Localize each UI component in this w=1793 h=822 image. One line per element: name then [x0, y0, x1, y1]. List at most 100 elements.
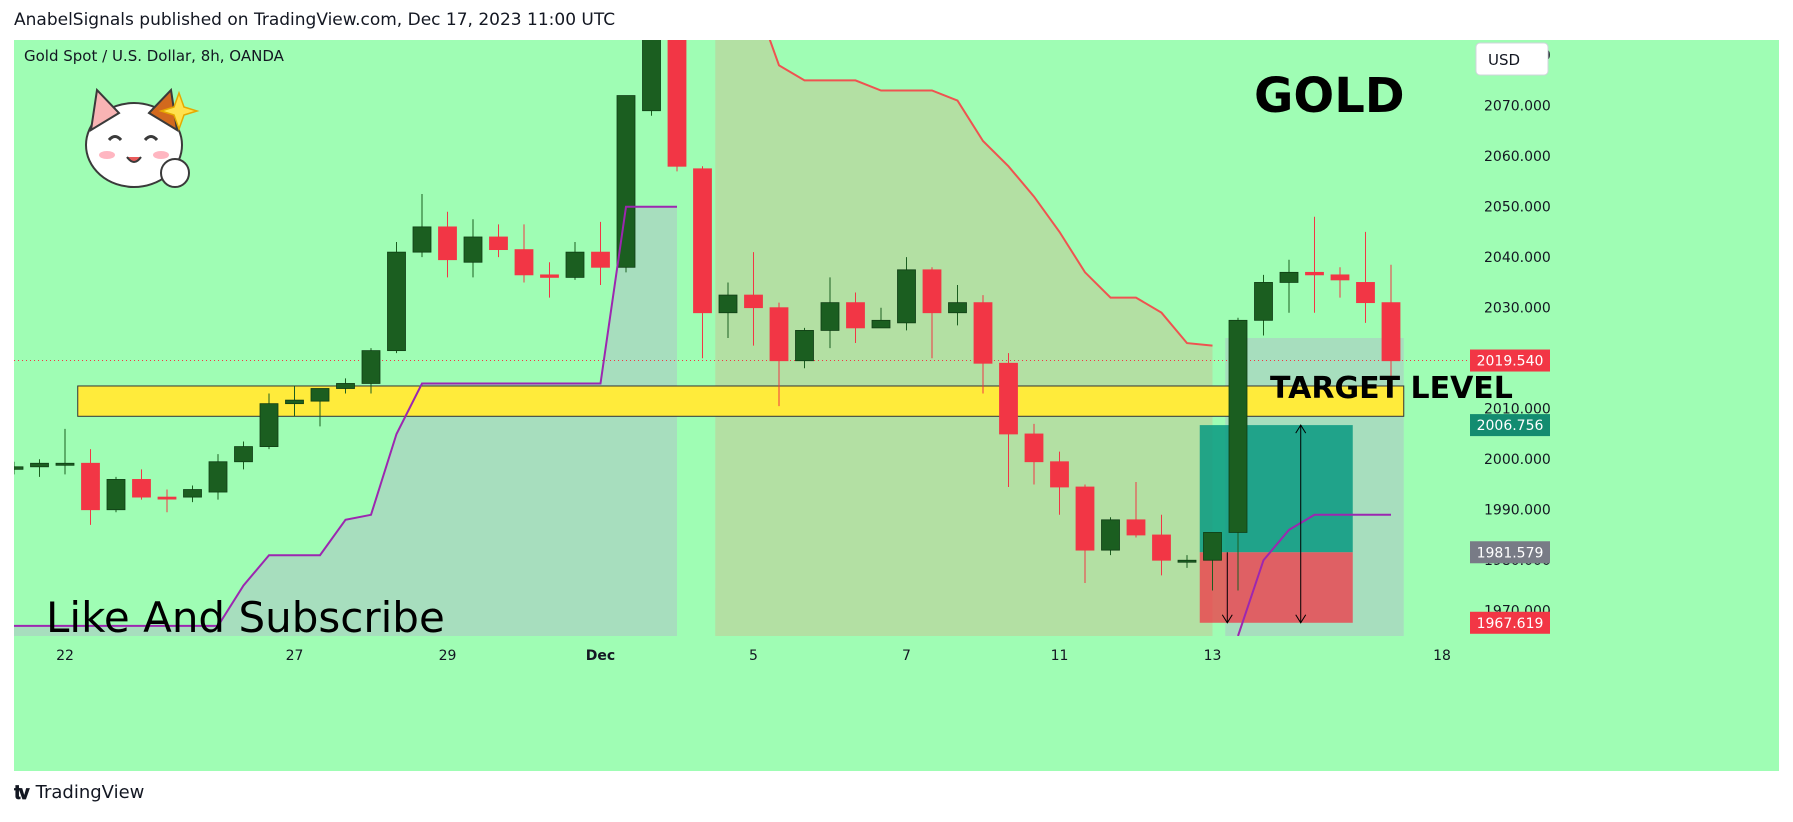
candle-body[interactable]: [285, 399, 304, 405]
mascot-cat-icon: [85, 87, 200, 188]
candle-body[interactable]: [616, 95, 636, 268]
y-tick-label: 2010.000: [1484, 402, 1551, 418]
candle-body[interactable]: [1356, 282, 1375, 304]
candle-body[interactable]: [1381, 302, 1401, 362]
candle-body[interactable]: [1203, 532, 1222, 561]
candle-body[interactable]: [14, 466, 24, 470]
candle-body[interactable]: [769, 307, 789, 362]
lower-band-fill: [14, 206, 677, 636]
price-label-text: 1967.619: [1477, 616, 1544, 632]
indicator-layer: [14, 40, 1391, 637]
lower-band-line: [14, 205, 677, 627]
candle-body[interactable]: [1152, 534, 1171, 561]
upper-band-line: [768, 40, 1213, 347]
candle-body[interactable]: [1050, 461, 1069, 488]
candle-body[interactable]: [897, 269, 916, 324]
candle-body[interactable]: [948, 302, 967, 314]
candle-body[interactable]: [234, 446, 253, 463]
candle-body[interactable]: [565, 251, 585, 278]
candle-body[interactable]: [693, 168, 712, 314]
price-label-text: 2019.540: [1477, 354, 1544, 370]
candle-body[interactable]: [1254, 282, 1273, 321]
y-tick-label: 2000.000: [1484, 452, 1551, 468]
arrow-up-icon: [1295, 424, 1307, 434]
x-tick-label: 5: [749, 648, 758, 664]
candle-body[interactable]: [208, 461, 228, 493]
candle-body[interactable]: [667, 40, 687, 167]
axis-layer: 1970.0001980.0001990.0002000.0002010.000…: [14, 40, 1779, 771]
footer-brand[interactable]: 𝐭𝐯 TradingView: [14, 780, 144, 804]
upper-band-fill: [715, 40, 1213, 636]
chart-title: GOLD: [1254, 68, 1405, 124]
candle-body[interactable]: [157, 496, 177, 500]
time-scale-bg: [14, 636, 1779, 771]
candle-body[interactable]: [1075, 486, 1095, 551]
candle-body[interactable]: [973, 302, 993, 364]
price-label-text: 2006.756: [1477, 418, 1544, 434]
lower-band-line-2: [1237, 513, 1391, 637]
price-label-badge[interactable]: [1470, 611, 1550, 634]
candle-body[interactable]: [1305, 271, 1324, 276]
candle-body[interactable]: [310, 388, 330, 402]
candle-body[interactable]: [846, 302, 865, 329]
target-level-label: TARGET LEVEL: [1270, 371, 1513, 406]
tradingview-brand-text: TradingView: [35, 781, 145, 803]
candle-body[interactable]: [81, 462, 100, 511]
candle-body[interactable]: [336, 383, 355, 389]
candle-body[interactable]: [1330, 274, 1350, 281]
y-tick-label: 2030.000: [1484, 301, 1551, 317]
y-tick-label: 2060.000: [1484, 149, 1551, 165]
candle-body[interactable]: [514, 249, 534, 276]
y-tick-label: 2040.000: [1484, 250, 1551, 266]
x-tick-label: Dec: [586, 648, 615, 664]
candle-body[interactable]: [820, 302, 840, 331]
overlay-layer: [1221, 424, 1307, 624]
candle-body[interactable]: [361, 350, 381, 384]
currency-badge[interactable]: USD: [1475, 42, 1549, 76]
candle-body[interactable]: [55, 462, 75, 466]
x-tick-label: 11: [1051, 648, 1069, 664]
candle-body[interactable]: [259, 403, 279, 447]
candle-body[interactable]: [438, 226, 457, 261]
zone-layer: [77, 385, 1405, 623]
y-tick-label: 1990.000: [1484, 503, 1551, 519]
candle-body[interactable]: [871, 319, 891, 329]
arrow-down-icon: [1295, 614, 1307, 624]
candle-body[interactable]: [1126, 519, 1146, 536]
candle-body[interactable]: [1024, 433, 1044, 463]
attribution-text: AnabelSignals published on TradingView.c…: [14, 10, 616, 30]
candle-body[interactable]: [922, 269, 942, 314]
tradingview-logo-icon: 𝐭𝐯: [14, 780, 30, 804]
candlestick-chart[interactable]: 1970.0001980.0001990.0002000.0002010.000…: [14, 40, 1779, 771]
candle-body[interactable]: [795, 330, 814, 362]
candle-body[interactable]: [591, 251, 610, 268]
candle-body[interactable]: [106, 479, 126, 511]
candle-body[interactable]: [489, 236, 508, 251]
price-label-badge[interactable]: [1470, 541, 1550, 564]
currency-label: USD: [1488, 51, 1520, 69]
x-tick-label: 7: [902, 648, 911, 664]
candle-body[interactable]: [540, 274, 559, 278]
candle-body[interactable]: [463, 236, 483, 263]
candle-body[interactable]: [642, 40, 661, 112]
candle-body[interactable]: [387, 251, 406, 352]
candle-body[interactable]: [1101, 519, 1120, 551]
candle-body[interactable]: [30, 462, 49, 468]
price-label-badge[interactable]: [1470, 349, 1550, 372]
candle-body[interactable]: [999, 362, 1018, 435]
candle-body[interactable]: [718, 294, 738, 314]
candle-body[interactable]: [1177, 559, 1197, 563]
loss-zone[interactable]: [1199, 552, 1353, 623]
x-tick-label: 18: [1433, 648, 1451, 664]
price-label-badge[interactable]: [1470, 414, 1550, 437]
profit-zone[interactable]: [1199, 425, 1353, 553]
candle-body[interactable]: [412, 226, 432, 253]
candle-body[interactable]: [1279, 271, 1299, 283]
candle-body[interactable]: [183, 489, 202, 498]
x-tick-label: 27: [286, 648, 304, 664]
candle-body[interactable]: [1228, 319, 1248, 533]
candle-body[interactable]: [132, 479, 151, 498]
chart-area[interactable]: 1970.0001980.0001990.0002000.0002010.000…: [14, 40, 1779, 771]
candle-body[interactable]: [744, 294, 763, 309]
x-tick-label: 22: [56, 648, 74, 664]
